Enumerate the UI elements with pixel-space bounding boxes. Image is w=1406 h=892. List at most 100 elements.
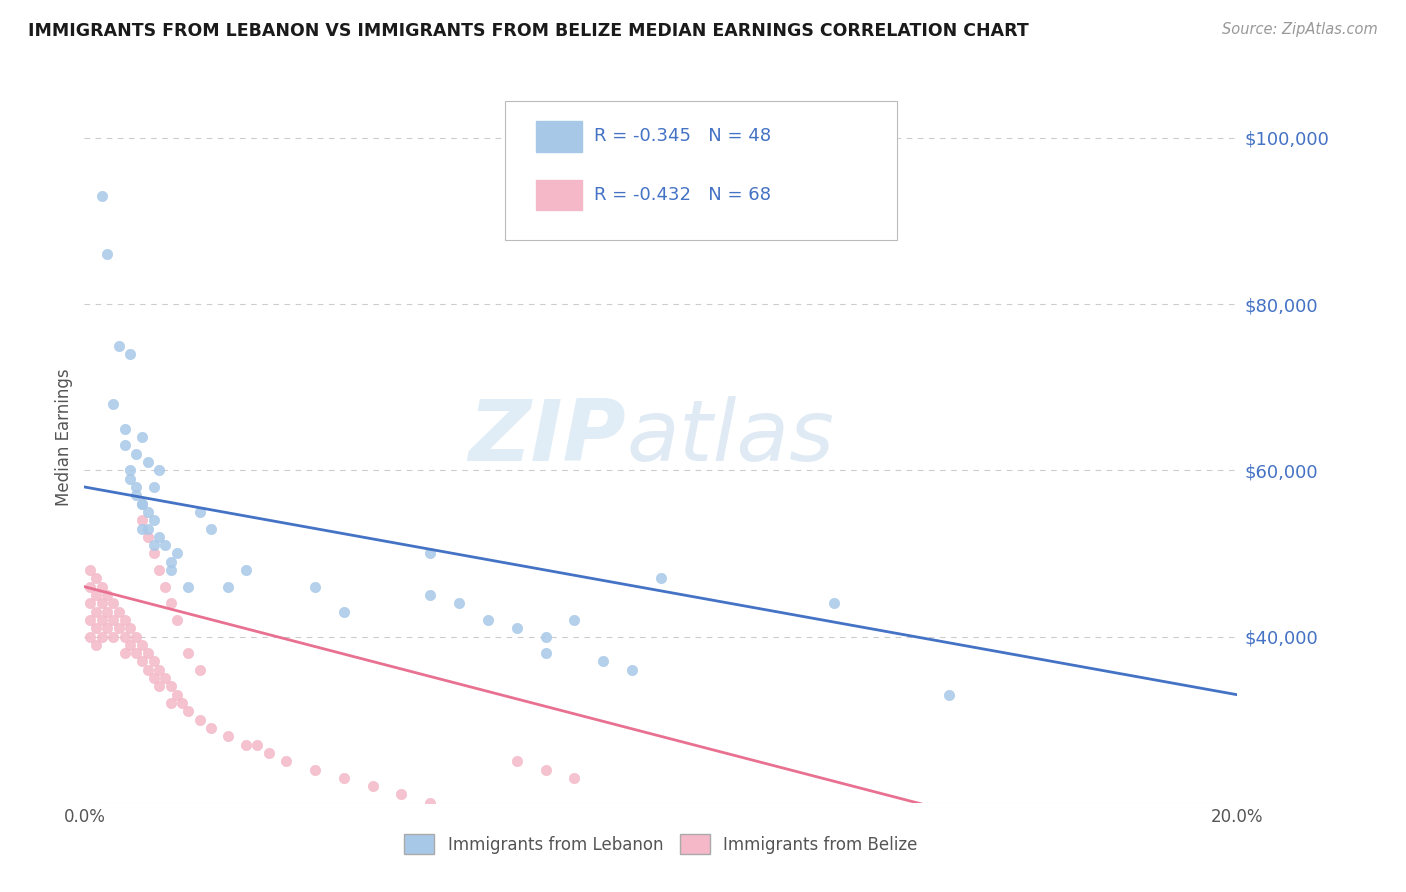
Point [108,605,131,619]
Point [108,621,131,635]
Point [148,663,170,677]
Point [177,646,200,660]
Point [103,613,124,627]
Point [188,505,211,519]
Point [276,754,298,768]
Point [90,580,112,594]
Point [125,447,148,461]
Point [142,671,165,685]
Point [96,588,118,602]
Point [125,488,148,502]
Point [938,688,960,702]
Text: R = -0.432   N = 68: R = -0.432 N = 68 [593,186,770,204]
Point [246,738,269,752]
Point [218,580,240,594]
Point [160,680,183,694]
Point [96,247,118,261]
Point [218,729,240,743]
Point [142,538,165,552]
Point [142,513,165,527]
Point [477,613,499,627]
Point [177,705,200,719]
Point [131,513,153,527]
Point [506,754,529,768]
Point [166,546,188,560]
Point [114,422,136,436]
Point [148,680,170,694]
Point [142,655,165,669]
Point [419,546,441,560]
Point [131,497,153,511]
Point [391,788,413,802]
Point [96,605,118,619]
Point [120,463,142,477]
Point [103,630,124,644]
Point [79,580,101,594]
Point [103,397,124,411]
Point [235,738,257,752]
Point [304,580,326,594]
FancyBboxPatch shape [505,101,897,240]
Point [823,596,845,610]
Point [419,796,441,810]
Point [84,621,107,635]
Point [114,630,136,644]
Point [131,638,153,652]
Point [136,521,159,535]
Point [84,588,107,602]
Point [188,713,211,727]
Point [136,505,159,519]
Point [120,621,142,635]
Point [621,663,644,677]
Point [120,347,142,361]
Point [84,638,107,652]
Point [142,480,165,494]
Point [125,646,148,660]
Text: Source: ZipAtlas.com: Source: ZipAtlas.com [1222,22,1378,37]
Point [114,613,136,627]
Point [160,696,183,710]
Point [114,438,136,452]
Bar [536,179,582,211]
Point [506,621,529,635]
Point [650,571,672,585]
Point [148,530,170,544]
Point [419,588,441,602]
Point [79,613,101,627]
Point [90,596,112,610]
Point [103,596,124,610]
Point [148,563,170,577]
Point [114,646,136,660]
Point [177,580,200,594]
Point [120,638,142,652]
Point [148,463,170,477]
Text: IMMIGRANTS FROM LEBANON VS IMMIGRANTS FROM BELIZE MEDIAN EARNINGS CORRELATION CH: IMMIGRANTS FROM LEBANON VS IMMIGRANTS FR… [28,22,1029,40]
Point [534,646,557,660]
Point [534,763,557,777]
Point [153,671,176,685]
Point [257,746,280,760]
Point [477,804,499,818]
Point [333,605,356,619]
Point [84,605,107,619]
Point [90,189,112,203]
Point [131,430,153,444]
Point [142,546,165,560]
Point [79,596,101,610]
Point [136,455,159,469]
Text: atlas: atlas [626,395,834,479]
Point [136,646,159,660]
Point [90,630,112,644]
Point [79,630,101,644]
Point [200,721,222,735]
Legend: Immigrants from Lebanon, Immigrants from Belize: Immigrants from Lebanon, Immigrants from… [398,828,924,860]
Point [131,655,153,669]
Point [172,696,194,710]
Point [564,771,586,785]
Point [120,472,142,486]
Point [333,771,356,785]
Y-axis label: Median Earnings: Median Earnings [55,368,73,506]
Point [131,497,153,511]
Point [160,563,183,577]
Point [136,663,159,677]
